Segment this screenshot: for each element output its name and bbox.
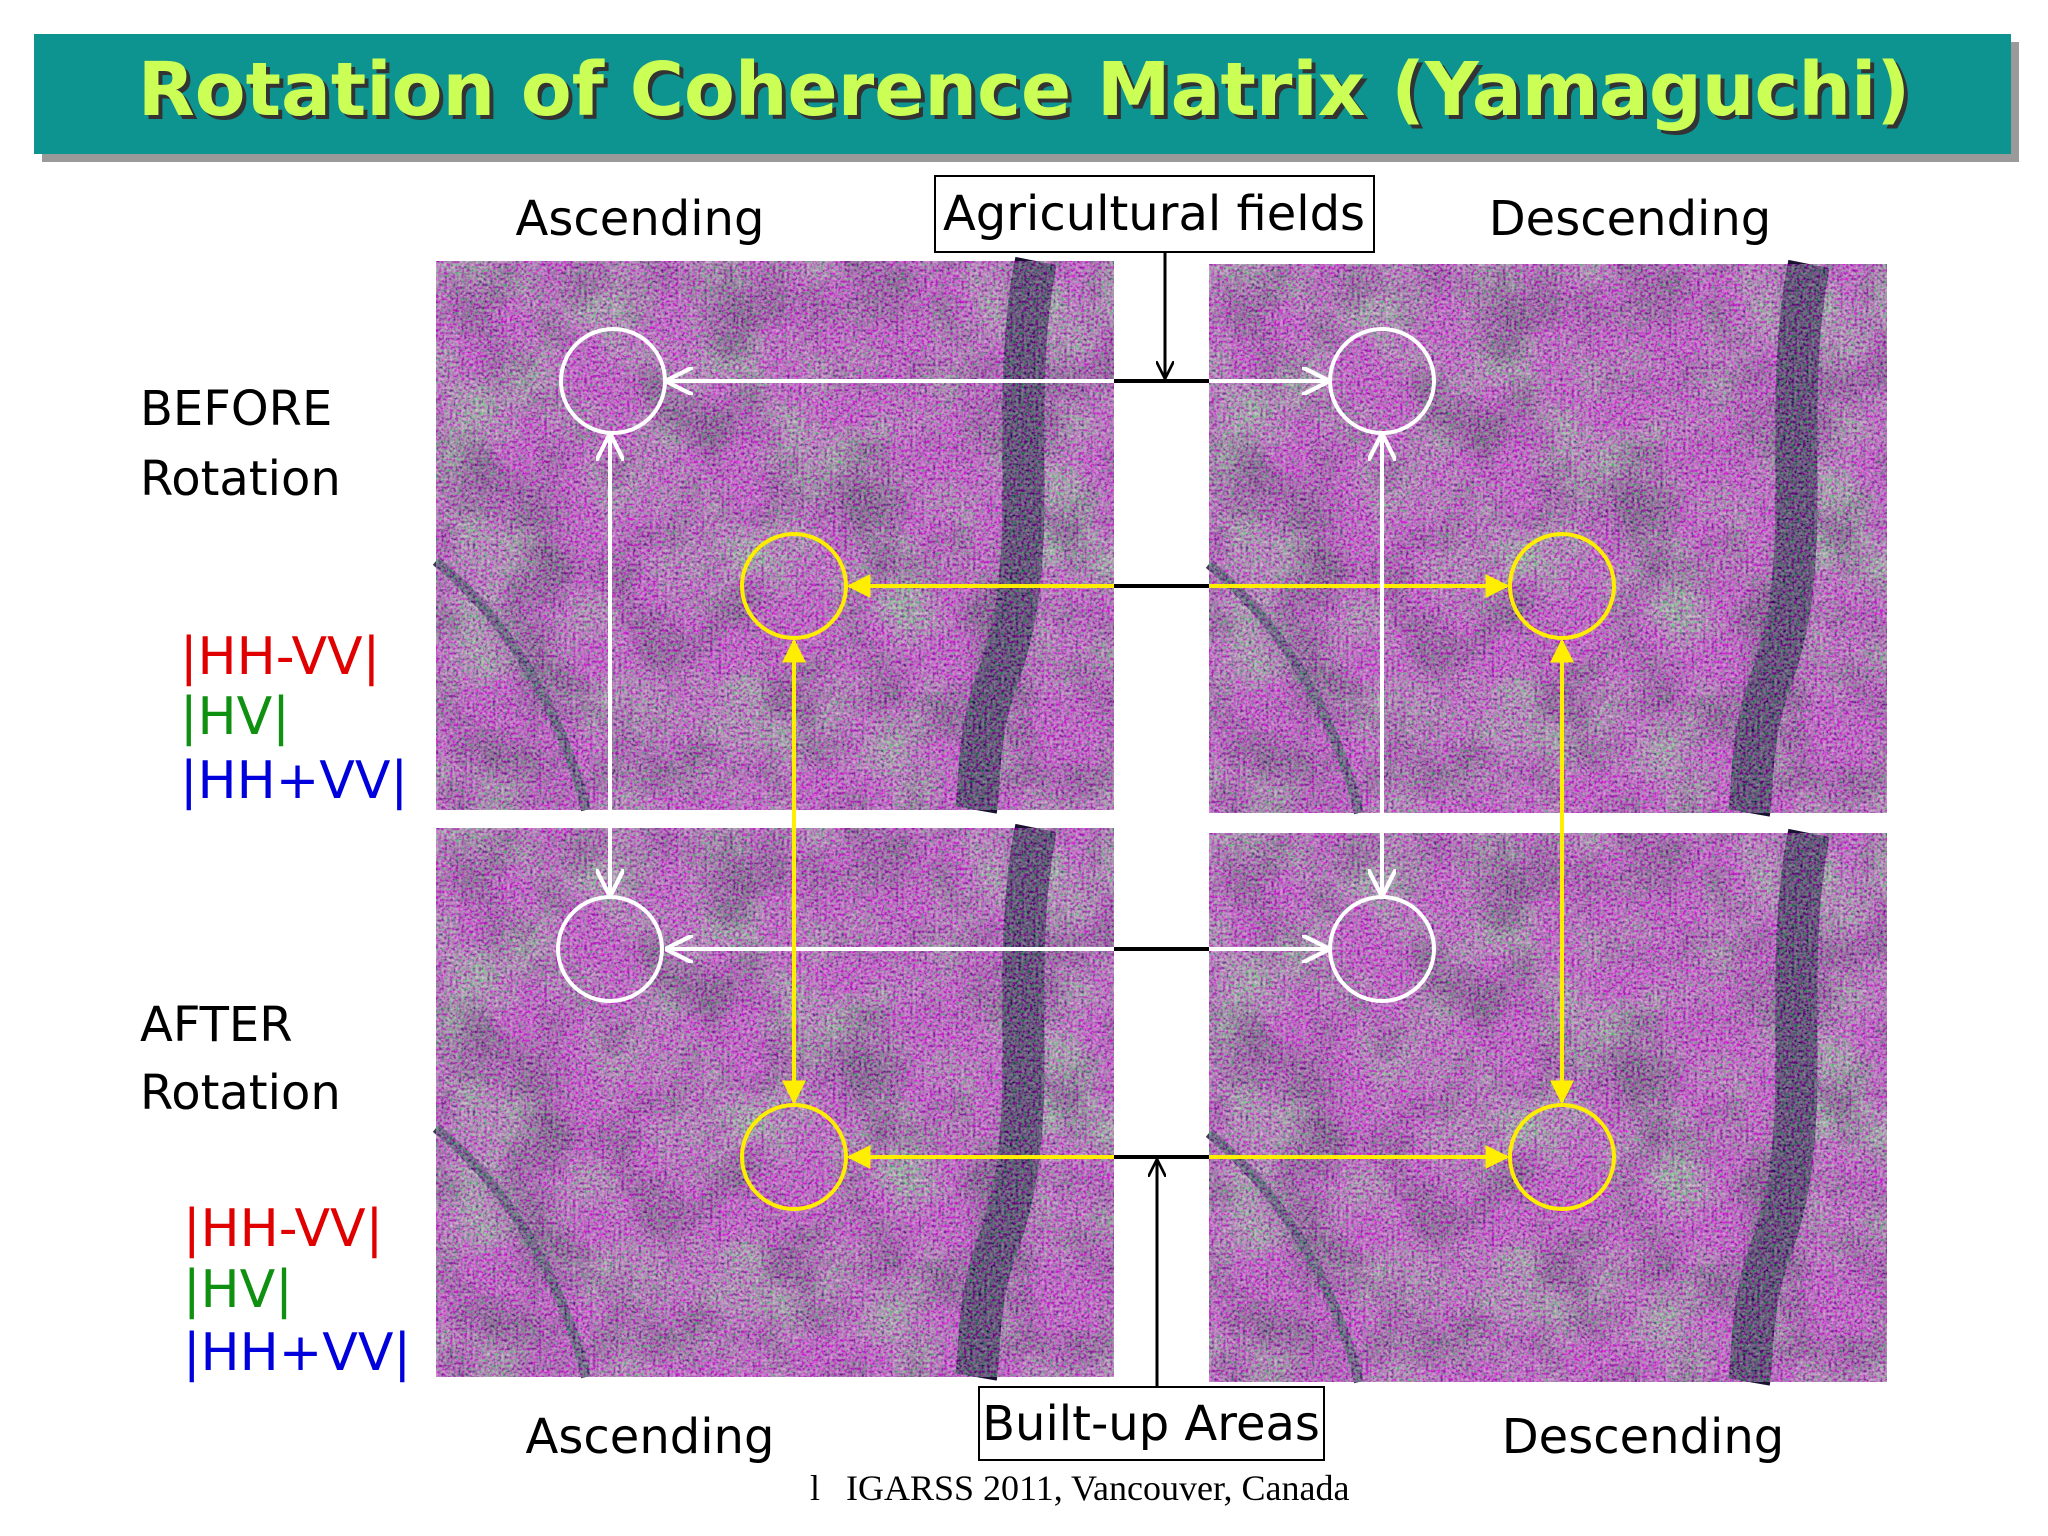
- sar-image: [1209, 264, 1887, 813]
- column-label: Ascending: [526, 1409, 775, 1465]
- connectors: [610, 252, 1574, 1387]
- legend-item: |HV|: [180, 687, 290, 747]
- box-label: Agricultural fields: [943, 186, 1365, 242]
- legend-item: |HH+VV|: [180, 751, 408, 811]
- legend-item: |HH-VV|: [183, 1199, 383, 1259]
- footer-text: IGARSS 2011, Vancouver, Canada: [846, 1468, 1350, 1508]
- label-box: [934, 175, 1375, 253]
- legend-item: |HH+VV|: [183, 1323, 411, 1383]
- legend-item: |HV|: [183, 1260, 293, 1320]
- label-box: [978, 1386, 1325, 1461]
- column-label: Descending: [1489, 191, 1772, 247]
- row-label: BEFORE: [140, 381, 332, 437]
- title-shadow-text: Rotation of Coherence Matrix (Yamaguchi): [142, 51, 1914, 137]
- column-label: Ascending: [516, 191, 765, 247]
- title: Rotation of Coherence Matrix (Yamaguchi): [138, 47, 1910, 133]
- column-label: Descending: [1502, 1409, 1785, 1465]
- row-label: Rotation: [140, 451, 341, 507]
- legend-item: |HH-VV|: [180, 627, 380, 687]
- circles: [556, 327, 1616, 1211]
- box-label: Built-up Areas: [982, 1396, 1320, 1452]
- sar-image: [436, 828, 1114, 1377]
- title-bar: [34, 34, 2011, 154]
- page-number: l: [810, 1468, 820, 1508]
- row-label: Rotation: [140, 1065, 341, 1121]
- row-label: AFTER: [140, 997, 293, 1053]
